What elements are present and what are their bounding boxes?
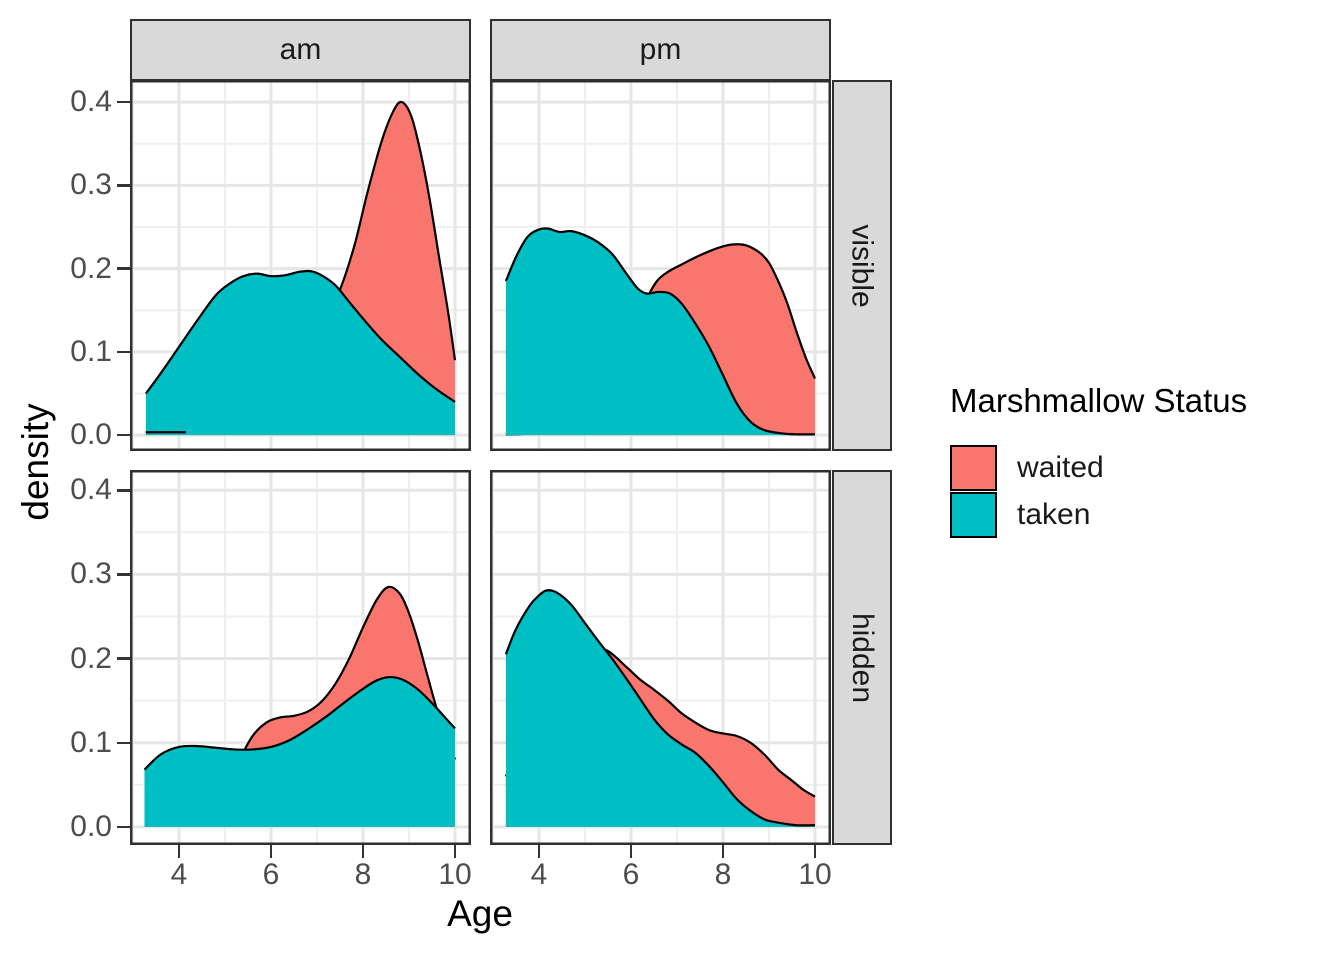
- density-area-taken: [505, 228, 815, 436]
- y-tick-label: 0.1: [70, 334, 112, 368]
- panel-pm-hidden: [490, 470, 831, 845]
- x-tick-label: 8: [714, 858, 732, 891]
- y-tick-label: 0.4: [70, 473, 112, 507]
- panel-am-hidden: [130, 470, 471, 845]
- legend-item-taken: taken: [950, 491, 1247, 538]
- x-tick-mark: [361, 845, 365, 858]
- y-tick-mark: [117, 267, 130, 270]
- y-tick-label: 0.4: [70, 85, 112, 119]
- legend-title: Marshmallow Status: [950, 382, 1248, 419]
- waited-color-swatch: [950, 444, 997, 491]
- facet-strip-pm-label: pm: [639, 33, 682, 66]
- y-tick-mark: [117, 657, 130, 660]
- legend: Marshmallow Status waited taken: [950, 382, 1247, 538]
- facet-strip-visible: visible: [832, 80, 892, 451]
- density-outline-taken: [504, 589, 815, 827]
- facet-strip-pm: pm: [490, 19, 831, 81]
- y-tick-mark: [117, 825, 130, 829]
- y-tick-label: 0.0: [70, 809, 112, 843]
- x-tick-label: 6: [622, 858, 640, 891]
- x-tick-mark: [177, 845, 181, 858]
- panel-pm-visible: [490, 80, 831, 451]
- x-tick-label: 8: [354, 858, 372, 891]
- facet-strip-am: am: [130, 19, 471, 81]
- y-tick-mark: [117, 489, 130, 492]
- x-tick-label: 10: [798, 858, 832, 891]
- panel-am-visible: [130, 80, 471, 451]
- y-tick-label: 0.2: [70, 251, 112, 285]
- x-tick-mark: [721, 845, 725, 858]
- density-area-taken: [145, 270, 455, 436]
- y-tick-label: 0.3: [70, 557, 112, 591]
- x-tick-mark: [537, 845, 541, 858]
- density-outline-taken: [144, 269, 456, 403]
- facet-strip-hidden: hidden: [832, 470, 892, 845]
- x-tick-mark: [813, 845, 817, 858]
- y-tick-mark: [117, 184, 130, 187]
- legend-label-waited: waited: [1017, 450, 1104, 484]
- legend-item-waited: waited: [950, 444, 1247, 491]
- taken-color-swatch: [950, 491, 997, 538]
- density-area-taken: [144, 677, 455, 827]
- facet-strip-visible-label: visible: [846, 223, 879, 308]
- y-tick-mark: [117, 350, 130, 354]
- density-area-taken: [505, 590, 815, 827]
- y-tick-label: 0.0: [70, 418, 112, 452]
- x-tick-mark: [629, 845, 633, 858]
- x-tick-mark: [269, 845, 273, 858]
- y-tick-mark: [117, 573, 130, 576]
- y-tick-mark: [117, 100, 130, 104]
- legend-label-taken: taken: [1017, 497, 1091, 531]
- x-tick-label: 6: [262, 858, 280, 891]
- density-outline-taken: [504, 227, 815, 436]
- y-tick-label: 0.2: [70, 641, 112, 675]
- y-tick-label: 0.3: [70, 168, 112, 202]
- y-tick-label: 0.1: [70, 725, 112, 759]
- y-tick-mark: [117, 433, 130, 437]
- density-outline-taken: [143, 675, 456, 771]
- facet-strip-hidden-label: hidden: [846, 612, 879, 703]
- x-tick-label: 4: [170, 858, 188, 891]
- facet-strip-am-label: am: [279, 33, 322, 66]
- x-tick-label: 10: [438, 858, 472, 891]
- x-axis-title: Age: [447, 893, 513, 934]
- x-tick-mark: [453, 845, 457, 858]
- y-tick-mark: [117, 741, 130, 744]
- x-tick-label: 4: [530, 858, 548, 891]
- y-axis-title: density: [15, 403, 56, 521]
